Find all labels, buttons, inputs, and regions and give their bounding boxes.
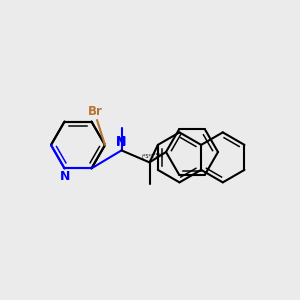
- Text: N: N: [116, 136, 127, 149]
- Text: (*S*): (*S*): [142, 154, 153, 159]
- Text: N: N: [116, 135, 127, 148]
- Text: Br: Br: [88, 105, 102, 118]
- Text: (*S*): (*S*): [152, 153, 164, 158]
- Text: N: N: [60, 170, 71, 183]
